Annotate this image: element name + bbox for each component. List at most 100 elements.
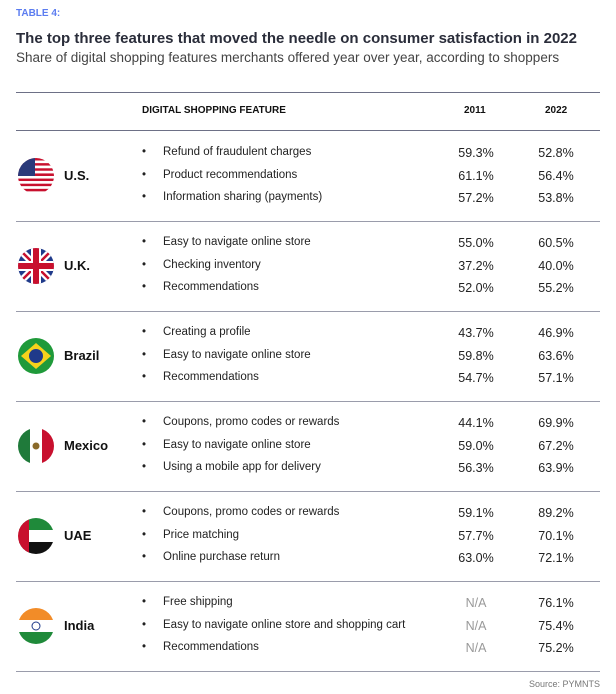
- header-2011: 2011: [464, 105, 486, 116]
- feature-name: Product recommendations: [163, 168, 298, 181]
- value-2022: 89.2%: [538, 506, 574, 520]
- value-2022: 72.1%: [538, 551, 574, 565]
- value-2022: 69.9%: [538, 416, 574, 430]
- india-flag-icon: [18, 608, 54, 644]
- value-2022: 55.2%: [538, 281, 574, 295]
- bullet: •: [142, 618, 147, 631]
- bullet: •: [142, 236, 147, 248]
- feature-name: Price matching: [163, 528, 240, 541]
- bullet: •: [142, 528, 147, 541]
- uk-flag-icon: [18, 248, 54, 284]
- table-row: • Easy to navigate online store 59.0% 67…: [16, 439, 600, 459]
- header-bottom-rule: [16, 130, 600, 131]
- header-top-rule: [16, 92, 600, 93]
- feature-name: Recommendations: [163, 281, 259, 293]
- feature-name: Using a mobile app for delivery: [163, 461, 321, 473]
- table-row: • Recommendations 52.0% 55.2%: [16, 281, 600, 301]
- table-row: • Refund of fraudulent charges 59.3% 52.…: [16, 146, 600, 166]
- country-name: India: [64, 618, 95, 633]
- bullet: •: [142, 371, 147, 383]
- table-subtitle: Share of digital shopping features merch…: [16, 50, 560, 65]
- table-row: • Recommendations 54.7% 57.1%: [16, 371, 600, 391]
- header-2022: 2022: [545, 105, 568, 116]
- feature-name: Checking inventory: [163, 258, 261, 271]
- country-name: U.K.: [64, 258, 90, 273]
- feature-name: Refund of fraudulent charges: [163, 146, 312, 158]
- value-2022: 70.1%: [538, 528, 574, 543]
- brazil-flag-icon: [18, 338, 54, 374]
- value-2022: 46.9%: [538, 326, 574, 340]
- bullet: •: [142, 348, 147, 361]
- bullet: •: [142, 438, 147, 451]
- value-2011: 52.0%: [458, 281, 494, 295]
- value-2022: 52.8%: [538, 146, 574, 160]
- table-label: TABLE 4:: [16, 8, 61, 19]
- value-2022: 75.2%: [538, 641, 574, 655]
- feature-name: Coupons, promo codes or rewards: [163, 416, 340, 428]
- table-row: • Using a mobile app for delivery 56.3% …: [16, 461, 600, 481]
- bullet: •: [142, 146, 147, 158]
- feature-name: Easy to navigate online store: [163, 348, 311, 361]
- feature-name: Easy to navigate online store and shoppi…: [163, 618, 406, 631]
- table-row: • Information sharing (payments) 57.2% 5…: [16, 191, 600, 211]
- table-row: • Easy to navigate online store and shop…: [16, 619, 600, 639]
- bullet: •: [142, 326, 147, 338]
- bullet: •: [142, 258, 147, 271]
- table-row: • Free shipping N/A 76.1%: [16, 596, 600, 616]
- value-2011: 61.1%: [458, 168, 494, 183]
- value-2011: 59.3%: [458, 146, 494, 160]
- country-name: UAE: [64, 528, 92, 543]
- value-2022: 76.1%: [538, 596, 574, 610]
- table-row: • Coupons, promo codes or rewards 44.1% …: [16, 416, 600, 436]
- bullet: •: [142, 416, 147, 428]
- value-2011: 63.0%: [458, 551, 494, 565]
- value-2011: 43.7%: [458, 326, 494, 340]
- source-note: Source: PYMNTS: [528, 679, 600, 689]
- value-2011: 56.3%: [458, 461, 494, 475]
- table-row: • Online purchase return 63.0% 72.1%: [16, 551, 600, 571]
- bullet: •: [142, 551, 147, 563]
- table-row: • Price matching 57.7% 70.1%: [16, 529, 600, 549]
- bullet: •: [142, 191, 147, 203]
- value-2011: 57.7%: [458, 528, 494, 543]
- us-flag-icon: [18, 158, 54, 194]
- value-2022: 40.0%: [538, 258, 574, 273]
- value-2022: 57.1%: [538, 371, 574, 385]
- value-2022: 56.4%: [538, 168, 574, 183]
- table-row: • Coupons, promo codes or rewards 59.1% …: [16, 506, 600, 526]
- table-row: • Easy to navigate online store 55.0% 60…: [16, 236, 600, 256]
- value-2011: 59.1%: [458, 506, 494, 520]
- feature-name: Creating a profile: [163, 326, 251, 338]
- feature-name: Information sharing (payments): [163, 191, 323, 203]
- value-2011: 54.7%: [458, 371, 494, 385]
- table-row: • Checking inventory 37.2% 40.0%: [16, 259, 600, 279]
- country-group: Mexico • Coupons, promo codes or rewards…: [16, 401, 600, 492]
- bullet: •: [142, 641, 147, 653]
- bullet: •: [142, 506, 147, 518]
- value-2022: 75.4%: [538, 618, 574, 633]
- value-2022: 60.5%: [538, 236, 574, 250]
- country-group: U.K. • Easy to navigate online store 55.…: [16, 221, 600, 312]
- uae-flag-icon: [18, 518, 54, 554]
- bullet: •: [142, 596, 147, 608]
- value-2011: 55.0%: [458, 236, 494, 250]
- country-name: Mexico: [64, 438, 109, 453]
- value-2022: 53.8%: [538, 191, 574, 205]
- feature-name: Free shipping: [163, 596, 233, 608]
- feature-name: Online purchase return: [163, 551, 280, 563]
- value-2011: 57.2%: [458, 191, 494, 205]
- value-2011: 37.2%: [458, 258, 494, 273]
- value-2011: 59.0%: [458, 438, 494, 453]
- feature-name: Recommendations: [163, 371, 259, 383]
- value-2011: 44.1%: [458, 416, 494, 430]
- value-2022: 63.6%: [538, 348, 574, 363]
- value-2022: 63.9%: [538, 461, 574, 475]
- value-2011: 59.8%: [458, 348, 494, 363]
- table-row: • Product recommendations 61.1% 56.4%: [16, 169, 600, 189]
- feature-name: Coupons, promo codes or rewards: [163, 506, 340, 518]
- table-row: • Recommendations N/A 75.2%: [16, 641, 600, 661]
- feature-name: Easy to navigate online store: [163, 236, 311, 248]
- value-2011: N/A: [465, 641, 487, 655]
- feature-name: Recommendations: [163, 641, 259, 653]
